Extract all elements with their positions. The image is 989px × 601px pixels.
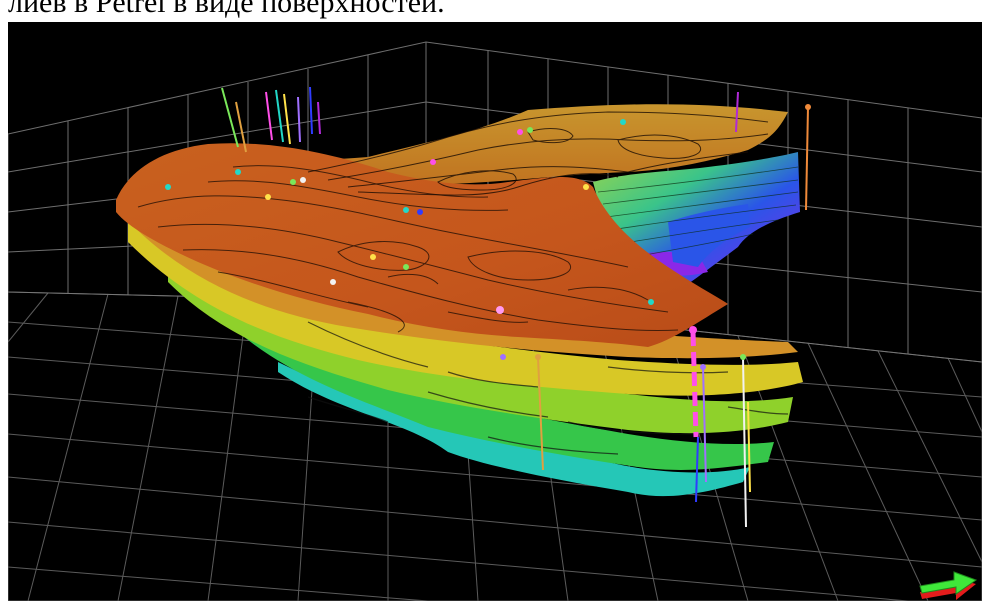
well-trajectory	[275, 89, 284, 143]
wells[interactable]	[165, 86, 811, 528]
well-trajectory	[221, 87, 239, 148]
well-marker	[290, 179, 296, 185]
well-marker	[583, 184, 589, 190]
layer-edge-lines	[307, 321, 789, 455]
surface-layer-green	[238, 317, 774, 470]
surface-layer-cyan	[278, 362, 750, 497]
surface-layer-lime	[168, 257, 793, 434]
well-marker	[496, 306, 504, 314]
well-marker	[430, 159, 436, 165]
well-trajectory	[309, 86, 313, 135]
well-trajectory	[283, 93, 291, 145]
well-marker	[300, 177, 306, 183]
well-head	[535, 354, 541, 360]
well-marker	[500, 354, 506, 360]
well-trajectory	[317, 101, 321, 135]
well-trajectory	[735, 91, 739, 133]
well-marker	[265, 194, 271, 200]
well-marker	[403, 264, 409, 270]
well-marker	[648, 299, 654, 305]
well-marker	[165, 184, 171, 190]
well-marker	[330, 279, 336, 285]
well-trajectory	[690, 331, 699, 438]
well-marker	[620, 119, 626, 125]
well-marker	[370, 254, 376, 260]
3d-scene[interactable]	[8, 22, 982, 601]
contour-lines	[137, 165, 679, 333]
well-marker	[517, 129, 523, 135]
well-head	[700, 364, 706, 370]
3d-viewport[interactable]	[8, 22, 982, 601]
well-head	[689, 326, 697, 334]
well-head	[805, 104, 811, 110]
well-trajectory	[805, 106, 809, 211]
well-marker	[235, 169, 241, 175]
surface-layer-yellow	[128, 222, 803, 396]
well-trajectory	[297, 96, 301, 143]
well-trajectory	[702, 366, 707, 483]
well-head	[740, 354, 746, 360]
well-trajectory	[742, 356, 747, 528]
well-marker	[527, 127, 533, 133]
well-trajectory	[537, 356, 544, 471]
well-marker	[403, 207, 409, 213]
navigation-arrow-icon[interactable]	[918, 562, 978, 601]
well-trajectory	[695, 436, 699, 503]
well-trajectory	[265, 91, 273, 141]
well-trajectory	[747, 401, 751, 493]
ridge-contour-lines	[307, 111, 769, 196]
well-marker	[417, 209, 423, 215]
document-caption: лиев в Petrel в виде поверхностей.	[8, 0, 445, 19]
well-trajectory	[235, 101, 247, 153]
